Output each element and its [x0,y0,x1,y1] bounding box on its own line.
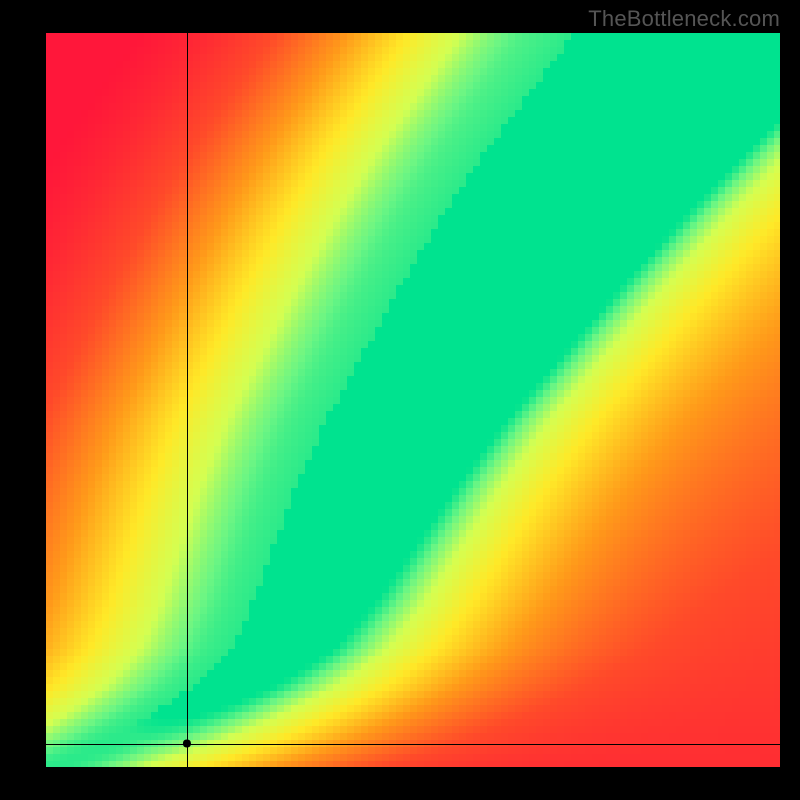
crosshair-overlay [0,0,800,800]
watermark-text: TheBottleneck.com [588,6,780,32]
chart-container: { "watermark": { "text": "TheBottleneck.… [0,0,800,800]
